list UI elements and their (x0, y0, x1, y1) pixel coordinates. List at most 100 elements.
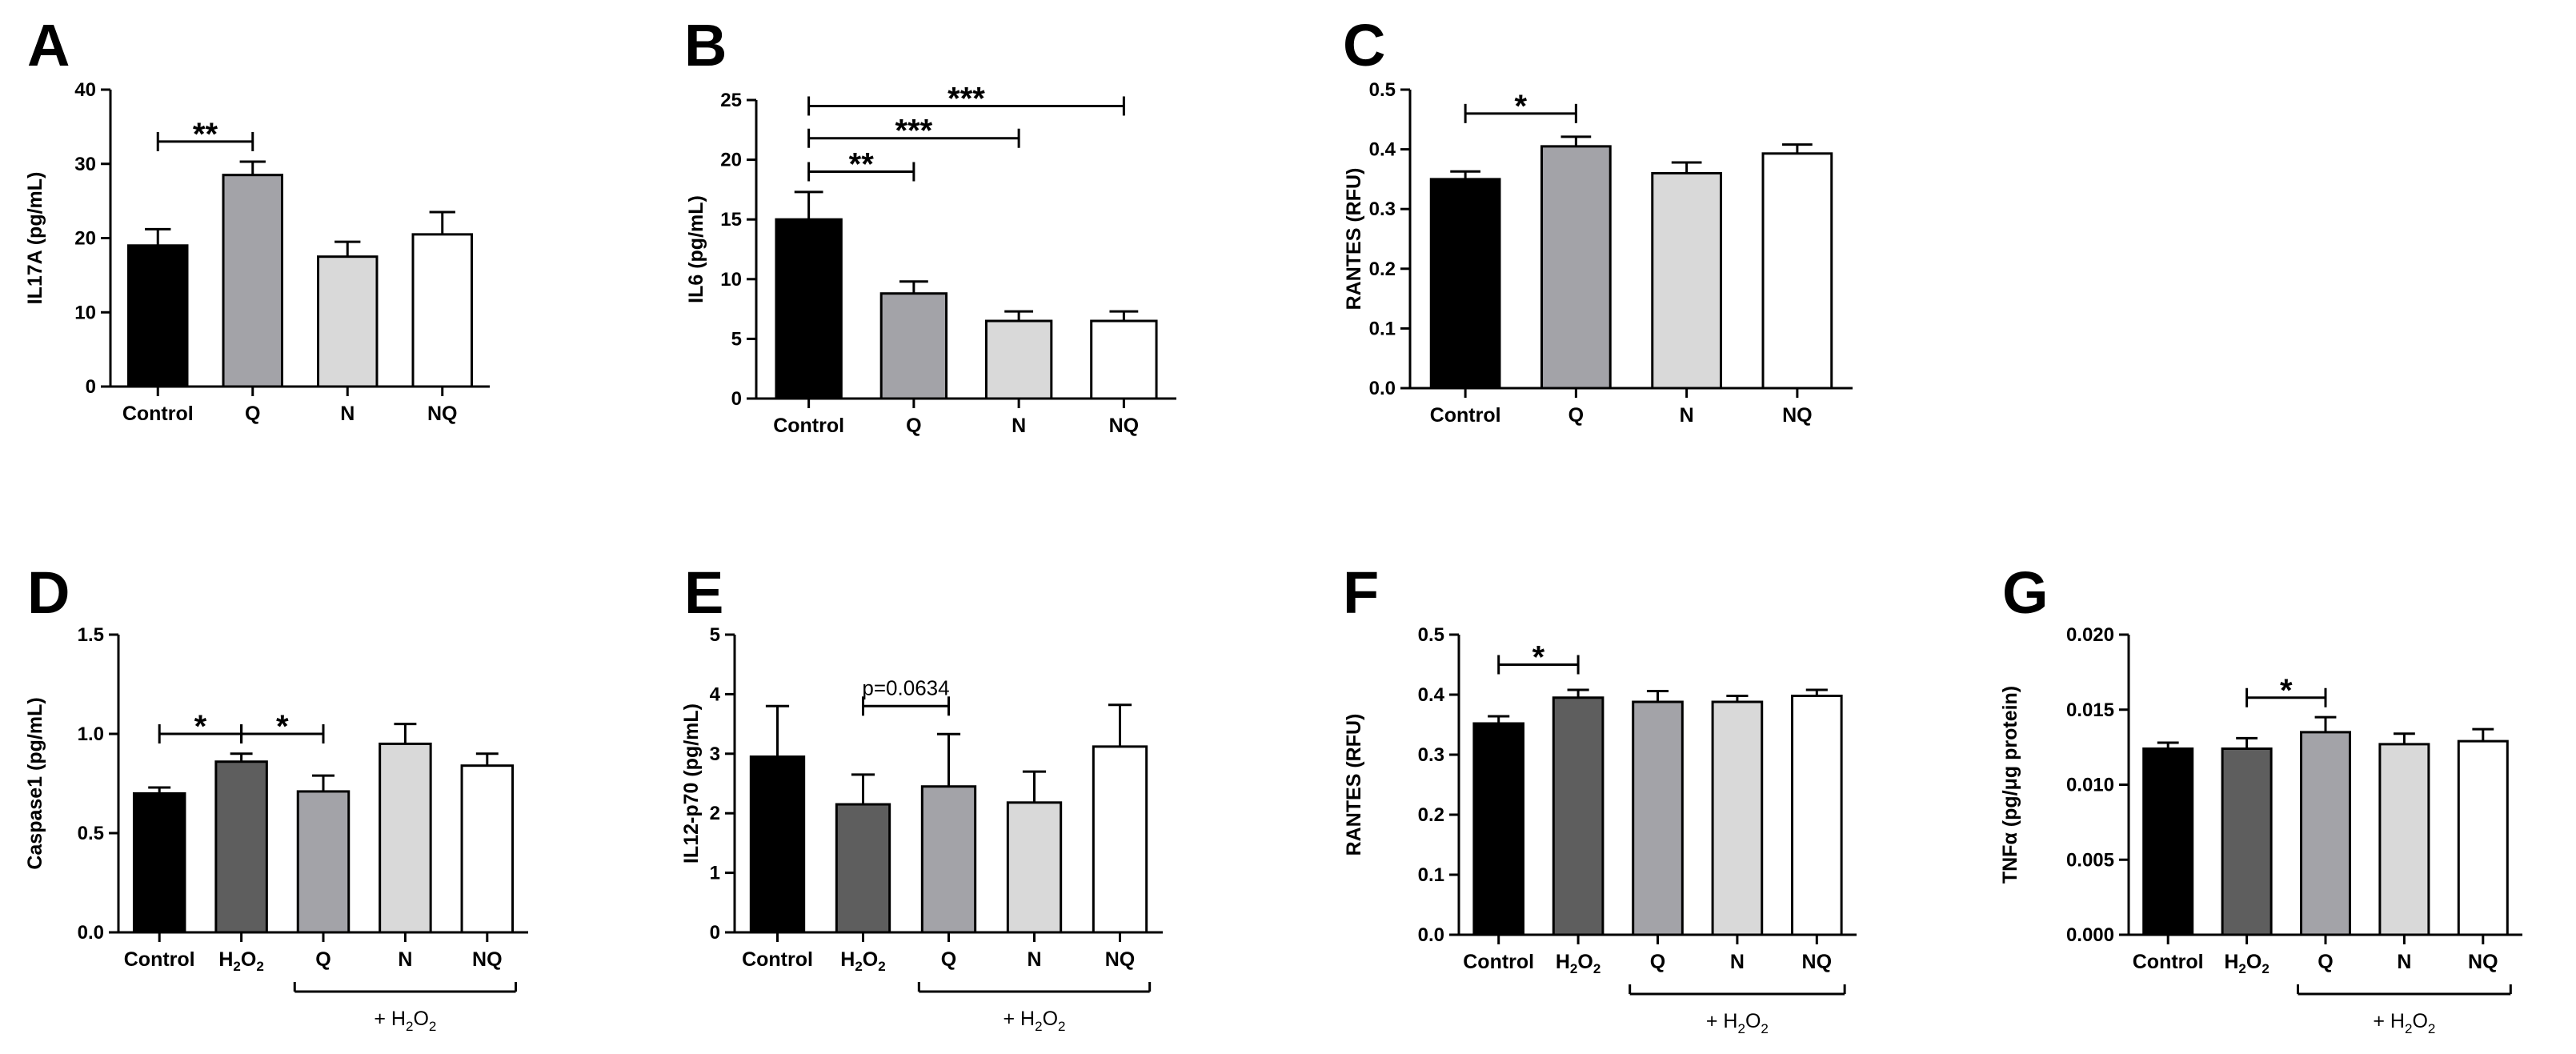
y-tick-label: 0.000 (2066, 924, 2114, 946)
panel-label-g: G (2002, 559, 2049, 626)
y-tick-label: 0.1 (1369, 318, 1396, 339)
bar-0 (775, 218, 843, 400)
bar-3 (379, 742, 432, 934)
y-tick-label: 4 (710, 683, 721, 705)
group-bracket-label: + H2O2 (1004, 1008, 1066, 1034)
group-bracket-label: + H2O2 (374, 1008, 436, 1034)
y-axis-title: IL12-p70 (pg/mL) (680, 703, 703, 864)
group-bracket-label: + H2O2 (1706, 1010, 1769, 1036)
y-axis-title: TNFα (pg/μg protein) (1999, 686, 2021, 884)
category-label: Q (1650, 951, 1665, 973)
y-tick-label: 30 (74, 154, 96, 175)
y-axis-title: IL17A (pg/mL) (24, 172, 46, 305)
category-label: Control (2133, 951, 2204, 973)
category-label: NQ (472, 948, 503, 971)
y-tick-label: 5 (710, 624, 720, 646)
y-tick-label: 0.010 (2066, 775, 2114, 796)
bar-1 (1540, 145, 1612, 390)
significance-label: *** (895, 114, 933, 149)
y-axis-title: RANTES (RFU) (1343, 168, 1365, 311)
significance-label: ** (193, 117, 218, 152)
significance-label: * (1532, 640, 1545, 675)
panel-label-c: C (1343, 12, 1385, 78)
significance-label: * (194, 709, 207, 744)
bar-0 (749, 755, 806, 934)
panel-label-f: F (1343, 559, 1379, 626)
bar-0 (2142, 747, 2194, 936)
bar-3 (2378, 743, 2430, 936)
significance-label: * (276, 709, 289, 744)
bar-1 (879, 292, 948, 400)
bar-2 (1651, 171, 1722, 390)
bar-0 (127, 244, 189, 388)
y-tick-label: 0 (710, 922, 720, 944)
bar-1 (214, 760, 268, 934)
category-label: NQ (1109, 415, 1140, 437)
y-tick-label: 25 (720, 90, 742, 111)
y-tick-label: 0.005 (2066, 849, 2114, 871)
y-tick-label: 0.0 (1369, 378, 1396, 399)
bar-4 (2457, 739, 2509, 936)
y-tick-label: 40 (74, 79, 96, 101)
y-tick-label: 0 (86, 376, 96, 398)
y-tick-label: 0.5 (78, 823, 104, 844)
group-bracket-label: + H2O2 (2373, 1010, 2435, 1036)
bar-1 (2221, 747, 2273, 936)
bar-3 (411, 233, 473, 388)
category-label: Q (1568, 404, 1584, 427)
y-tick-label: 1 (710, 863, 720, 884)
chart-panel-a: A 0 10 20 30 40 IL17A (pg/mL) Control Q N NQ ** (24, 12, 490, 425)
category-label: N (1730, 951, 1745, 973)
bar-1 (835, 803, 891, 934)
y-tick-label: 0.3 (1369, 198, 1396, 220)
bar-3 (1711, 700, 1764, 936)
y-tick-label: 10 (720, 269, 742, 291)
bar-3 (1006, 801, 1063, 934)
category-label: H2O2 (1556, 951, 1600, 976)
category-label: Control (1463, 951, 1534, 973)
category-label: NQ (2468, 951, 2498, 973)
y-tick-label: 0.0 (78, 922, 104, 944)
category-label: Control (773, 415, 844, 437)
y-tick-label: 2 (710, 803, 720, 824)
y-tick-label: 0.1 (1418, 864, 1444, 886)
bar-2 (920, 785, 977, 934)
category-label: Control (124, 948, 195, 971)
y-tick-label: 20 (74, 228, 96, 250)
y-tick-label: 0.015 (2066, 699, 2114, 721)
bar-2 (984, 319, 1053, 400)
bar-4 (1092, 745, 1148, 934)
chart-panel-c: C 0.0 0.1 0.2 0.3 0.4 0.5 RANTES (RFU) Control Q N… (1343, 12, 1853, 427)
bar-2 (317, 255, 379, 388)
category-label: NQ (1105, 948, 1136, 971)
y-axis-title: IL6 (pg/mL) (685, 195, 707, 303)
category-label: N (1027, 948, 1041, 971)
bar-4 (460, 764, 515, 934)
category-label: Q (315, 948, 331, 971)
category-label: N (2397, 951, 2411, 973)
category-label: N (340, 403, 355, 425)
y-tick-label: 0.2 (1369, 258, 1396, 280)
significance-label: * (1514, 89, 1527, 124)
significance-label: ** (849, 147, 875, 182)
y-tick-label: 0.5 (1369, 79, 1396, 101)
bar-0 (132, 792, 186, 934)
bar-3 (1090, 319, 1158, 400)
significance-label: *** (947, 81, 985, 116)
significance-label: * (2280, 673, 2293, 708)
bar-3 (1761, 152, 1833, 390)
y-tick-label: 0.0 (1418, 924, 1444, 946)
y-axis-title: Caspase1 (pg/mL) (24, 697, 46, 869)
y-tick-label: 15 (720, 209, 742, 230)
y-tick-label: 1.5 (78, 624, 104, 646)
bar-2 (2299, 731, 2352, 936)
y-tick-label: 5 (731, 328, 742, 350)
category-label: Q (906, 415, 921, 437)
category-label: H2O2 (218, 948, 263, 974)
bar-1 (222, 174, 283, 388)
chart-panel-g: G 0.000 0.005 0.010 0.015 0.020 TNFα (pg/μg pr… (1999, 559, 2522, 1036)
category-label: Control (122, 403, 194, 425)
chart-panel-f: F 0.0 0.1 0.2 0.3 0.4 0.5 RANTES (RFU) Control H2… (1343, 559, 1857, 1036)
